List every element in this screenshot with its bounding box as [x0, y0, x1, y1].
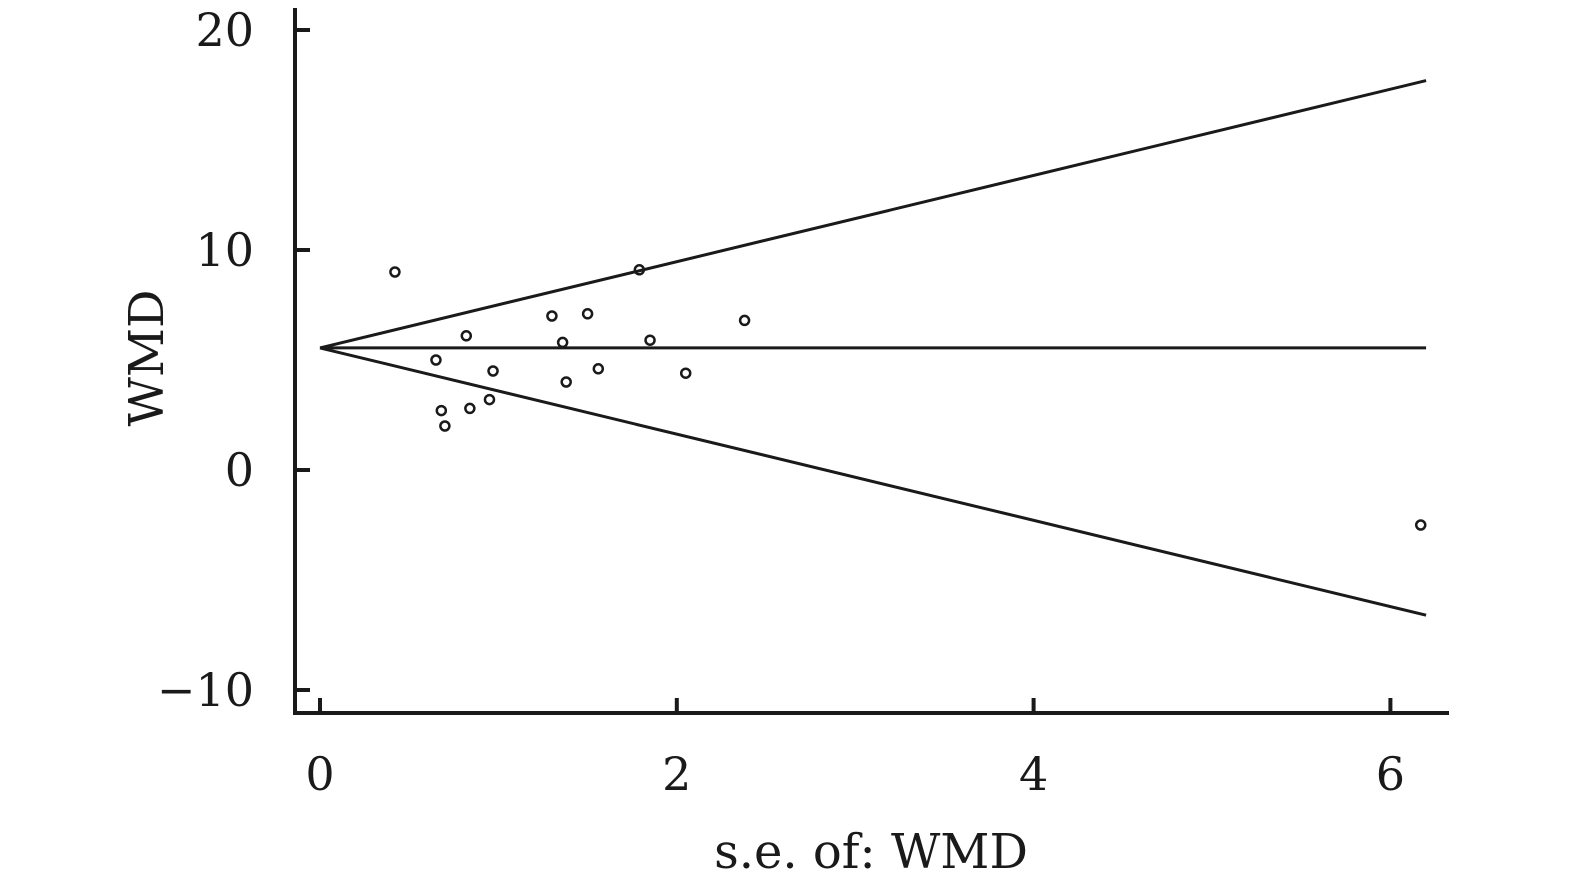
axes: −10 0 10 20 0 2 4 6	[157, 3, 1449, 801]
data-point	[483, 393, 496, 406]
pseudo-confidence-lines	[319, 79, 1427, 617]
data-point	[738, 314, 751, 327]
data-point	[546, 310, 558, 322]
data-point	[556, 336, 569, 349]
data-point	[592, 363, 605, 375]
data-point	[560, 376, 572, 388]
data-point	[1414, 519, 1427, 531]
data-point	[581, 308, 594, 320]
data-point	[487, 365, 499, 377]
data-point	[439, 420, 451, 432]
data-point	[430, 354, 442, 366]
x-tick-label: 6	[1376, 747, 1405, 801]
y-tick-label: −10	[157, 663, 254, 717]
y-tick-label: 10	[195, 223, 254, 277]
lower-ci-line	[319, 346, 1427, 617]
data-point	[633, 264, 646, 276]
data-point	[460, 330, 473, 342]
data-point	[679, 367, 692, 379]
x-tick-label: 4	[1019, 747, 1048, 801]
upper-ci-line	[319, 79, 1427, 350]
x-tick-label: 0	[305, 747, 334, 801]
y-tick-label: 20	[195, 3, 254, 57]
x-axis-title: s.e. of: WMD	[714, 824, 1028, 880]
x-tick-label: 2	[662, 747, 691, 801]
data-point	[389, 266, 401, 278]
data-point	[435, 404, 448, 417]
y-tick-label: 0	[225, 443, 254, 497]
data-point	[464, 402, 476, 415]
y-axis-title: WMD	[119, 290, 175, 427]
data-points	[389, 264, 1427, 531]
data-point	[644, 334, 656, 346]
